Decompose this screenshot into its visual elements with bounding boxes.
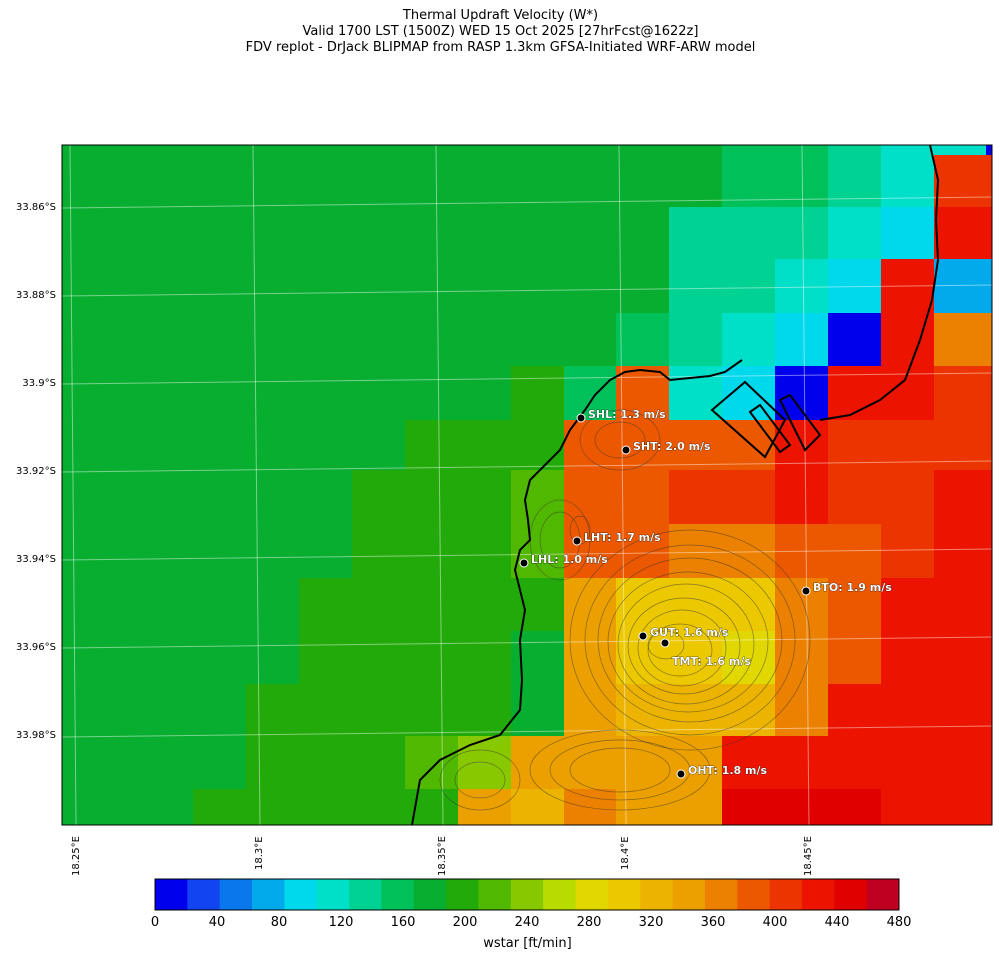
colorbar-swatch <box>769 879 803 910</box>
colorbar <box>155 879 900 910</box>
station-label: SHT: 2.0 m/s <box>633 440 711 453</box>
colorbar-swatch <box>413 879 447 910</box>
lat-label: 33.98°S <box>16 730 56 741</box>
colorbar-tick: 120 <box>328 915 354 930</box>
colorbar-swatch <box>866 879 900 910</box>
colorbar-swatch <box>155 879 188 910</box>
chart-subtitle-model: FDV replot - DrJack BLIPMAP from RASP 1.… <box>245 40 756 55</box>
colorbar-swatch <box>219 879 253 910</box>
colorbar-swatch <box>834 879 868 910</box>
lon-label: 18.35°E <box>437 836 448 876</box>
station-gut[interactable]: GUT: 1.6 m/s <box>638 626 729 641</box>
lon-label: 18.45°E <box>803 836 814 876</box>
colorbar-swatch <box>316 879 350 910</box>
colorbar-swatch <box>349 879 382 910</box>
station-oht[interactable]: OHT: 1.8 m/s <box>676 764 768 779</box>
colorbar-swatch <box>510 879 544 910</box>
station-bto[interactable]: BTO: 1.9 m/s <box>801 581 893 596</box>
station-sht[interactable]: SHT: 2.0 m/s <box>621 440 711 455</box>
colorbar-swatch <box>187 879 221 910</box>
colorbar-tick: 80 <box>270 915 288 930</box>
colorbar-swatch <box>252 879 285 910</box>
graticule <box>62 145 992 825</box>
colorbar-frame <box>154 878 900 911</box>
colorbar-swatch <box>704 879 738 910</box>
colorbar-tick: 0 <box>150 915 160 930</box>
colorbar-tick: 200 <box>452 915 478 930</box>
station-label: LHT: 1.7 m/s <box>584 531 661 544</box>
station-lht[interactable]: LHT: 1.7 m/s <box>572 531 661 546</box>
colorbar-tick: 480 <box>886 915 912 930</box>
lat-label: 33.88°S <box>16 290 56 301</box>
colorbar-swatch <box>607 879 641 910</box>
colorbar-tick: 40 <box>208 915 226 930</box>
chart-title: Thermal Updraft Velocity (W*) <box>402 8 599 23</box>
colorbar-swatch <box>737 879 771 910</box>
colorbar-tick: 160 <box>390 915 416 930</box>
lon-label: 18.4°E <box>620 836 631 870</box>
station-label: OHT: 1.8 m/s <box>688 764 767 777</box>
station-label: LHL: 1.0 m/s <box>531 553 608 566</box>
station-label: TMT: 1.6 m/s <box>672 655 751 668</box>
lon-label: 18.25°E <box>71 836 82 876</box>
colorbar-swatch <box>672 879 706 910</box>
lon-label: 18.3°E <box>254 836 265 870</box>
station-tmt[interactable]: TMT: 1.6 m/s <box>660 638 752 668</box>
station-label: BTO: 1.9 m/s <box>813 581 892 594</box>
wstar-grid-cells <box>193 145 992 825</box>
colorbar-tick: 360 <box>700 915 726 930</box>
station-label: GUT: 1.6 m/s <box>650 626 729 639</box>
colorbar-swatch <box>543 879 577 910</box>
colorbar-tick: 240 <box>514 915 540 930</box>
colorbar-swatch <box>640 879 674 910</box>
station-markers: SHL: 1.3 m/s SHT: 2.0 m/s LHT: 1.7 m/s L… <box>519 408 893 779</box>
lat-label: 33.9°S <box>22 378 56 389</box>
lat-label: 33.86°S <box>16 202 56 213</box>
lat-label: 33.94°S <box>16 554 56 565</box>
coastline <box>411 145 940 825</box>
station-shl[interactable]: SHL: 1.3 m/s <box>576 408 666 423</box>
lat-label: 33.96°S <box>16 642 56 653</box>
colorbar-swatch <box>446 879 479 910</box>
map-frame <box>61 144 993 826</box>
colorbar-swatch <box>381 879 415 910</box>
station-label: SHL: 1.3 m/s <box>588 408 666 421</box>
colorbar-swatch <box>478 879 512 910</box>
colorbar-swatch <box>284 879 318 910</box>
colorbar-swatch <box>575 879 609 910</box>
colorbar-tick: 320 <box>638 915 664 930</box>
lat-label: 33.92°S <box>16 466 56 477</box>
chart-subtitle-valid-time: Valid 1700 LST (1500Z) WED 15 Oct 2025 [… <box>302 24 699 39</box>
colorbar-tick: 280 <box>576 915 602 930</box>
colorbar-swatch <box>801 879 835 910</box>
colorbar-tick: 440 <box>824 915 850 930</box>
station-lhl[interactable]: LHL: 1.0 m/s <box>519 553 609 568</box>
colorbar-title: wstar [ft/min] <box>483 936 572 951</box>
colorbar-tick: 400 <box>762 915 788 930</box>
